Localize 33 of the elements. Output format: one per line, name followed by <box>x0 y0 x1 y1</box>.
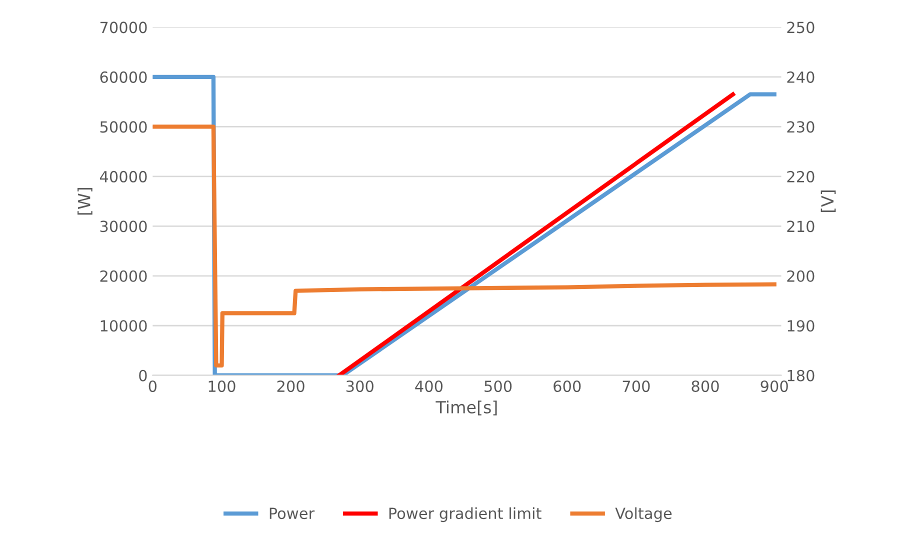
y-tick-label: 60000 <box>100 71 147 83</box>
y2-tick-label: 210 <box>787 220 814 232</box>
x-tick-label: 700 <box>622 380 650 392</box>
x-tick-label: 0 <box>148 380 157 392</box>
y-tick-label: 50000 <box>100 121 147 133</box>
y-tick-label: 0 <box>139 370 147 382</box>
x-tick-label: 200 <box>277 380 304 392</box>
y-tick-label: 20000 <box>100 270 147 282</box>
x-axis-title: Time[s] <box>436 400 497 416</box>
legend-label: Power <box>270 508 315 520</box>
y2-tick-label: 250 <box>787 22 814 34</box>
y2-tick-label: 220 <box>787 170 814 182</box>
y2-tick-label: 200 <box>787 270 814 282</box>
x-tick-label: 900 <box>760 380 788 392</box>
y2-axis-title: [V] <box>820 190 836 212</box>
x-tick-label: 600 <box>554 380 581 392</box>
y2-tick-label: 180 <box>788 370 814 382</box>
y2-tick-label: 240 <box>787 71 814 83</box>
x-tick-label: 800 <box>692 380 719 392</box>
x-tick-label: 100 <box>208 380 236 392</box>
legend-label: Voltage <box>615 507 672 522</box>
x-tick-label: 400 <box>415 380 443 392</box>
y-tick-label: 40000 <box>100 170 147 182</box>
legend-label: Power gradient limit <box>389 507 542 522</box>
x-tick-label: 300 <box>346 380 374 392</box>
y-tick-label: 30000 <box>100 220 147 232</box>
y-tick-label: 10000 <box>100 320 147 332</box>
x-tick-label: 500 <box>484 380 512 392</box>
y-tick-label: 70000 <box>100 22 147 34</box>
y2-tick-label: 190 <box>788 320 814 332</box>
y-axis-title: [W] <box>78 188 92 215</box>
y2-tick-label: 230 <box>787 121 814 133</box>
line-series <box>152 124 776 368</box>
